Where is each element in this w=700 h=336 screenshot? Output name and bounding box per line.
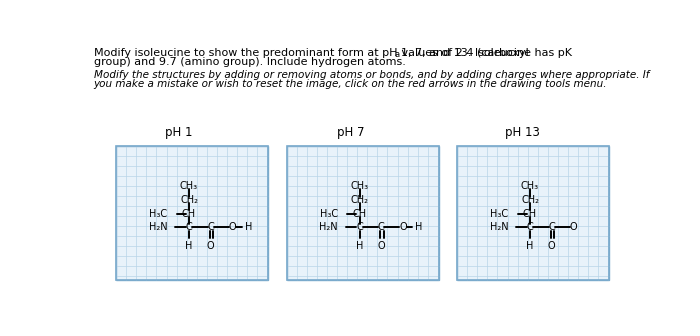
Text: H: H (186, 241, 192, 251)
Bar (116, 146, 268, 280)
Text: O: O (229, 222, 236, 233)
Bar (457, 146, 609, 280)
Text: group) and 9.7 (amino group). Include hydrogen atoms.: group) and 9.7 (amino group). Include hy… (94, 57, 405, 67)
Text: O: O (548, 241, 556, 251)
Text: CH₂: CH₂ (180, 195, 198, 205)
Text: O: O (399, 222, 407, 233)
Text: Modify isoleucine to show the predominant form at pH 1, 7, and 13. Isoleucine ha: Modify isoleucine to show the predominan… (94, 48, 572, 58)
Text: CH: CH (182, 209, 196, 219)
Text: H₃C: H₃C (149, 209, 167, 219)
Text: O: O (207, 241, 214, 251)
Bar (457, 146, 609, 280)
Text: pH 1: pH 1 (165, 126, 192, 139)
Text: a: a (394, 50, 400, 59)
Bar (287, 146, 439, 280)
Text: you make a mistake or wish to reset the image, click on the red arrows in the dr: you make a mistake or wish to reset the … (94, 79, 607, 89)
Text: CH₃: CH₃ (351, 181, 369, 191)
Text: C: C (186, 222, 192, 233)
Text: C: C (526, 222, 533, 233)
Text: H: H (245, 222, 252, 233)
Text: CH: CH (523, 209, 537, 219)
Text: C: C (548, 222, 555, 233)
Text: O: O (570, 222, 578, 233)
Text: values of 2.4 (carboxyl: values of 2.4 (carboxyl (398, 48, 529, 58)
Text: O: O (377, 241, 385, 251)
Text: CH₂: CH₂ (521, 195, 539, 205)
Text: H: H (526, 241, 533, 251)
Text: CH₂: CH₂ (351, 195, 368, 205)
Bar (287, 146, 439, 280)
Text: H: H (415, 222, 423, 233)
Text: C: C (207, 222, 214, 233)
Text: CH₃: CH₃ (180, 181, 198, 191)
Text: C: C (356, 222, 363, 233)
Text: H₂N: H₂N (319, 222, 338, 233)
Text: pH 13: pH 13 (505, 126, 540, 139)
Text: H: H (356, 241, 363, 251)
Bar (116, 146, 268, 280)
Text: CH₃: CH₃ (521, 181, 539, 191)
Text: C: C (378, 222, 384, 233)
Text: Modify the structures by adding or removing atoms or bonds, and by adding charge: Modify the structures by adding or remov… (94, 70, 649, 80)
Text: H₃C: H₃C (320, 209, 338, 219)
Text: H₂N: H₂N (148, 222, 167, 233)
Text: H₂N: H₂N (490, 222, 508, 233)
Text: pH 7: pH 7 (337, 126, 365, 139)
Text: H₃C: H₃C (490, 209, 508, 219)
Text: CH: CH (353, 209, 367, 219)
